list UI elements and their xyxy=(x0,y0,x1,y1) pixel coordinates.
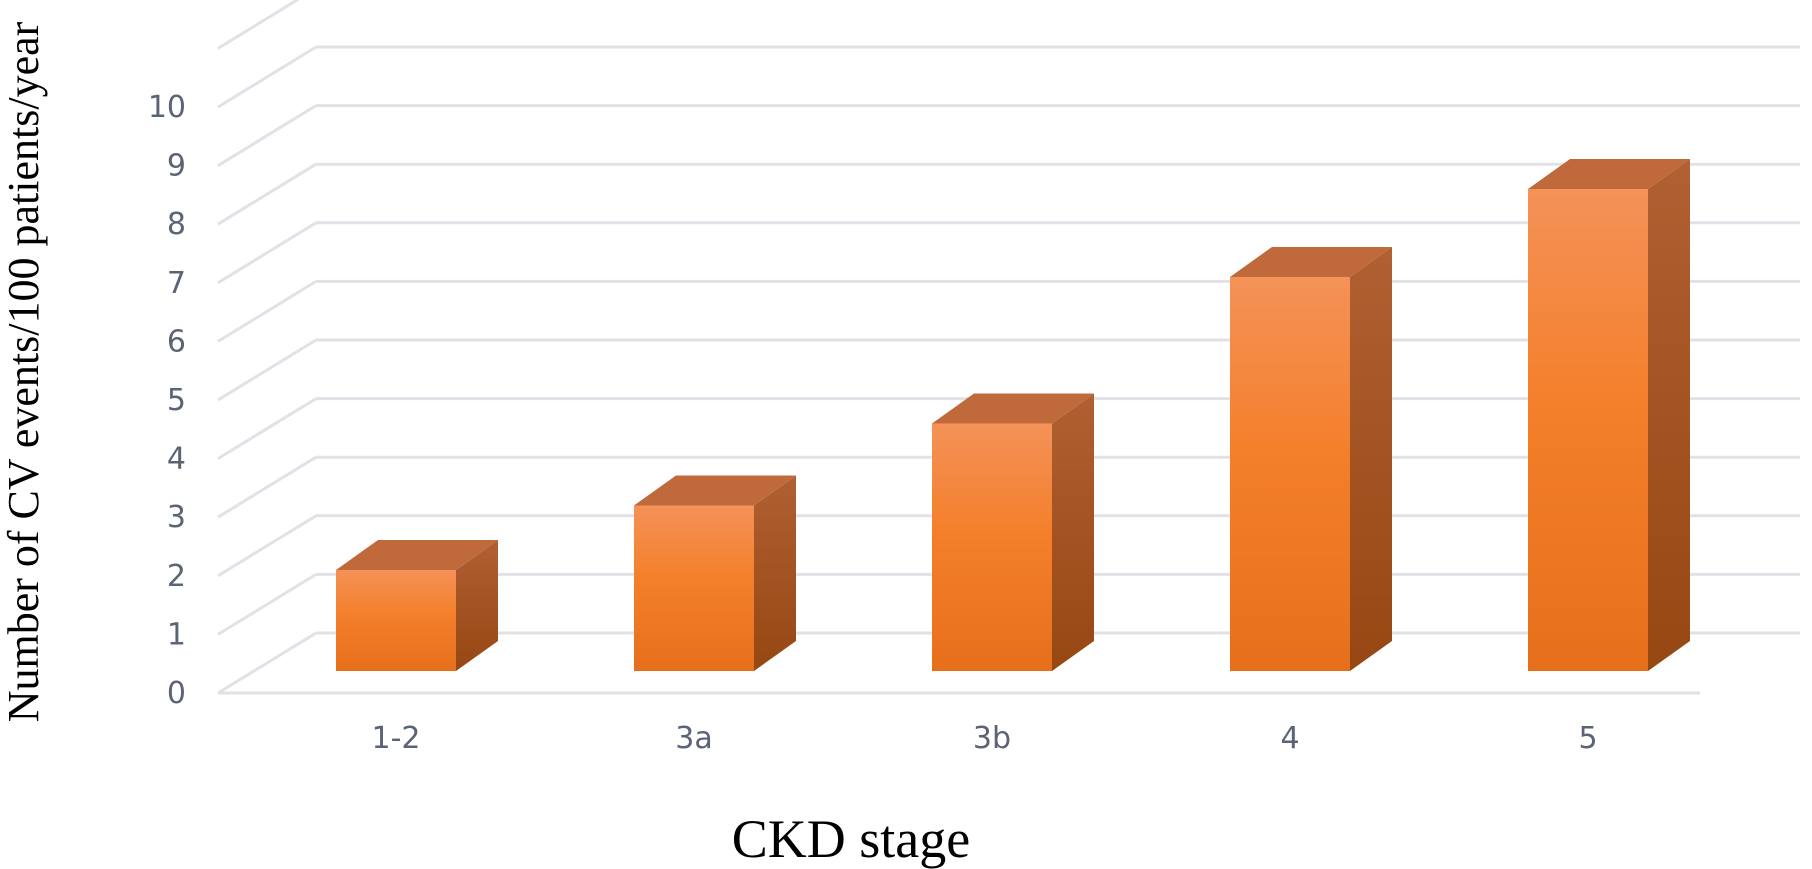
y-tick-label: 8 xyxy=(167,207,186,242)
gridline-diagonal xyxy=(217,573,317,636)
gridline-diagonal xyxy=(217,631,317,695)
gridline-diagonal xyxy=(217,162,317,226)
y-tick-label: 2 xyxy=(167,559,186,594)
y-tick-label: 0 xyxy=(167,676,186,711)
bar-top-face xyxy=(1230,246,1392,277)
gridline-diagonal xyxy=(217,221,317,285)
gridline-diagonal xyxy=(217,397,317,460)
bar-side-face xyxy=(456,539,498,671)
x-tick-label: 3b xyxy=(973,721,1011,756)
x-tick-label: 4 xyxy=(1280,721,1299,756)
bar xyxy=(634,475,796,671)
bar-side-face xyxy=(754,475,796,671)
bar-front-face xyxy=(634,505,754,671)
bar-front-face xyxy=(1528,189,1648,672)
x-tick-label: 3a xyxy=(675,721,712,756)
y-tick-label: 3 xyxy=(167,500,186,535)
x-axis-ticks: 1-2 3a 3b 4 5 xyxy=(372,721,1598,756)
gridline-diagonal xyxy=(217,280,317,343)
bar xyxy=(1528,159,1690,672)
gridline-diagonal xyxy=(217,338,317,402)
bar-front-face xyxy=(336,569,456,671)
bar xyxy=(336,539,498,671)
y-axis-title: Number of CV events/100 patients/year xyxy=(0,21,48,722)
gridline-diagonal xyxy=(217,104,317,167)
x-tick-label: 1-2 xyxy=(372,721,421,756)
bar-side-face xyxy=(1648,159,1690,672)
bar-top-face xyxy=(634,475,796,506)
bar-top-face xyxy=(932,393,1094,424)
bar-front-face xyxy=(1230,276,1350,671)
x-tick-label: 5 xyxy=(1578,721,1597,756)
gridline-diagonal xyxy=(217,0,300,50)
x-axis-title: CKD stage xyxy=(732,809,970,869)
bar-side-face xyxy=(1350,246,1392,671)
bar-front-face xyxy=(932,423,1052,671)
gridline-diagonal xyxy=(217,455,317,519)
y-axis-ticks: 0 1 2 3 4 5 6 7 8 9 10 xyxy=(148,90,186,711)
bars xyxy=(336,159,1690,672)
bar-top-face xyxy=(1528,159,1690,190)
bar-side-face xyxy=(1052,393,1094,671)
y-tick-label: 6 xyxy=(167,324,186,359)
bar xyxy=(1230,246,1392,671)
bar xyxy=(932,393,1094,671)
y-tick-label: 10 xyxy=(148,90,186,125)
y-tick-label: 4 xyxy=(167,442,186,477)
bar-top-face xyxy=(336,539,498,570)
y-tick-label: 7 xyxy=(167,266,186,301)
gridline-diagonal xyxy=(217,514,317,578)
gridline-diagonal xyxy=(217,45,317,109)
y-tick-label: 1 xyxy=(167,617,186,652)
y-tick-label: 9 xyxy=(167,149,186,184)
y-tick-label: 5 xyxy=(167,383,186,418)
